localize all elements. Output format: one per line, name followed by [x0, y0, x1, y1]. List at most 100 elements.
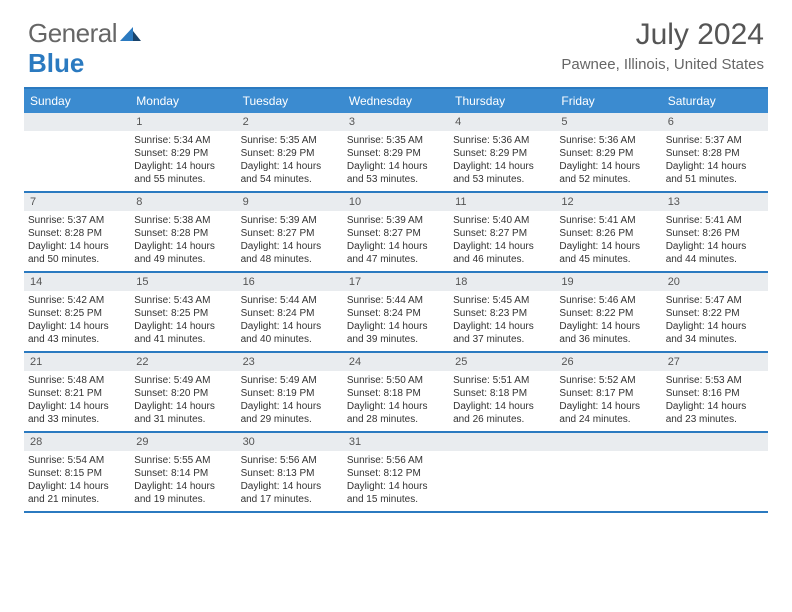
day-body: Sunrise: 5:37 AMSunset: 8:28 PMDaylight:…: [662, 131, 768, 190]
day-body: [449, 451, 555, 458]
day-info-line: Sunrise: 5:48 AM: [28, 374, 126, 387]
day-body: Sunrise: 5:52 AMSunset: 8:17 PMDaylight:…: [555, 371, 661, 430]
day-info-line: Sunrise: 5:47 AM: [666, 294, 764, 307]
day-cell: [662, 433, 768, 511]
day-number: 27: [662, 353, 768, 371]
day-number: 31: [343, 433, 449, 451]
day-info-line: Sunset: 8:26 PM: [666, 227, 764, 240]
day-number: 11: [449, 193, 555, 211]
header: General July 2024 Pawnee, Illinois, Unit…: [0, 0, 792, 79]
day-info-line: Sunrise: 5:42 AM: [28, 294, 126, 307]
day-info-line: Sunrise: 5:49 AM: [241, 374, 339, 387]
day-header-row: Sunday Monday Tuesday Wednesday Thursday…: [24, 89, 768, 113]
day-body: Sunrise: 5:42 AMSunset: 8:25 PMDaylight:…: [24, 291, 130, 350]
day-cell: 13Sunrise: 5:41 AMSunset: 8:26 PMDayligh…: [662, 193, 768, 271]
day-info-line: Daylight: 14 hours and 34 minutes.: [666, 320, 764, 346]
day-cell: 5Sunrise: 5:36 AMSunset: 8:29 PMDaylight…: [555, 113, 661, 191]
day-info-line: Sunrise: 5:44 AM: [241, 294, 339, 307]
week-row: 1Sunrise: 5:34 AMSunset: 8:29 PMDaylight…: [24, 113, 768, 193]
title-block: July 2024 Pawnee, Illinois, United State…: [561, 18, 764, 73]
day-body: Sunrise: 5:45 AMSunset: 8:23 PMDaylight:…: [449, 291, 555, 350]
day-body: Sunrise: 5:41 AMSunset: 8:26 PMDaylight:…: [555, 211, 661, 270]
day-info-line: Daylight: 14 hours and 43 minutes.: [28, 320, 126, 346]
day-info-line: Daylight: 14 hours and 29 minutes.: [241, 400, 339, 426]
day-number: [662, 433, 768, 451]
day-cell: 10Sunrise: 5:39 AMSunset: 8:27 PMDayligh…: [343, 193, 449, 271]
day-info-line: Sunrise: 5:45 AM: [453, 294, 551, 307]
day-cell: 8Sunrise: 5:38 AMSunset: 8:28 PMDaylight…: [130, 193, 236, 271]
day-info-line: Sunrise: 5:40 AM: [453, 214, 551, 227]
day-info-line: Sunset: 8:22 PM: [666, 307, 764, 320]
day-number: 17: [343, 273, 449, 291]
day-info-line: Sunrise: 5:41 AM: [666, 214, 764, 227]
day-cell: 18Sunrise: 5:45 AMSunset: 8:23 PMDayligh…: [449, 273, 555, 351]
day-cell: 9Sunrise: 5:39 AMSunset: 8:27 PMDaylight…: [237, 193, 343, 271]
day-header-mon: Monday: [130, 89, 236, 113]
day-number: 13: [662, 193, 768, 211]
day-body: Sunrise: 5:47 AMSunset: 8:22 PMDaylight:…: [662, 291, 768, 350]
day-info-line: Sunrise: 5:52 AM: [559, 374, 657, 387]
day-cell: 4Sunrise: 5:36 AMSunset: 8:29 PMDaylight…: [449, 113, 555, 191]
day-cell: 24Sunrise: 5:50 AMSunset: 8:18 PMDayligh…: [343, 353, 449, 431]
day-body: Sunrise: 5:39 AMSunset: 8:27 PMDaylight:…: [343, 211, 449, 270]
day-header-fri: Friday: [555, 89, 661, 113]
day-info-line: Sunset: 8:18 PM: [347, 387, 445, 400]
day-cell: [449, 433, 555, 511]
day-info-line: Sunrise: 5:56 AM: [241, 454, 339, 467]
day-info-line: Sunset: 8:22 PM: [559, 307, 657, 320]
day-body: Sunrise: 5:43 AMSunset: 8:25 PMDaylight:…: [130, 291, 236, 350]
day-number: 22: [130, 353, 236, 371]
day-body: Sunrise: 5:39 AMSunset: 8:27 PMDaylight:…: [237, 211, 343, 270]
day-info-line: Sunrise: 5:39 AM: [347, 214, 445, 227]
day-number: 12: [555, 193, 661, 211]
day-cell: 17Sunrise: 5:44 AMSunset: 8:24 PMDayligh…: [343, 273, 449, 351]
day-info-line: Sunset: 8:28 PM: [28, 227, 126, 240]
day-cell: 1Sunrise: 5:34 AMSunset: 8:29 PMDaylight…: [130, 113, 236, 191]
day-info-line: Sunset: 8:29 PM: [559, 147, 657, 160]
day-info-line: Sunset: 8:25 PM: [134, 307, 232, 320]
day-number: 5: [555, 113, 661, 131]
day-info-line: Sunrise: 5:35 AM: [241, 134, 339, 147]
day-cell: 29Sunrise: 5:55 AMSunset: 8:14 PMDayligh…: [130, 433, 236, 511]
day-cell: 14Sunrise: 5:42 AMSunset: 8:25 PMDayligh…: [24, 273, 130, 351]
day-header-sun: Sunday: [24, 89, 130, 113]
day-number: 23: [237, 353, 343, 371]
day-info-line: Sunset: 8:27 PM: [347, 227, 445, 240]
day-number: 20: [662, 273, 768, 291]
day-cell: [555, 433, 661, 511]
day-number: 8: [130, 193, 236, 211]
day-info-line: Daylight: 14 hours and 28 minutes.: [347, 400, 445, 426]
day-info-line: Daylight: 14 hours and 21 minutes.: [28, 480, 126, 506]
day-info-line: Sunset: 8:17 PM: [559, 387, 657, 400]
day-info-line: Sunset: 8:29 PM: [134, 147, 232, 160]
day-cell: 19Sunrise: 5:46 AMSunset: 8:22 PMDayligh…: [555, 273, 661, 351]
day-number: 29: [130, 433, 236, 451]
day-cell: 11Sunrise: 5:40 AMSunset: 8:27 PMDayligh…: [449, 193, 555, 271]
day-info-line: Daylight: 14 hours and 24 minutes.: [559, 400, 657, 426]
day-number: 28: [24, 433, 130, 451]
day-info-line: Sunrise: 5:56 AM: [347, 454, 445, 467]
day-info-line: Sunrise: 5:54 AM: [28, 454, 126, 467]
day-number: 7: [24, 193, 130, 211]
day-info-line: Daylight: 14 hours and 47 minutes.: [347, 240, 445, 266]
day-info-line: Sunrise: 5:50 AM: [347, 374, 445, 387]
day-info-line: Daylight: 14 hours and 50 minutes.: [28, 240, 126, 266]
day-info-line: Sunrise: 5:51 AM: [453, 374, 551, 387]
day-body: Sunrise: 5:37 AMSunset: 8:28 PMDaylight:…: [24, 211, 130, 270]
day-info-line: Sunrise: 5:46 AM: [559, 294, 657, 307]
day-body: Sunrise: 5:36 AMSunset: 8:29 PMDaylight:…: [449, 131, 555, 190]
day-info-line: Sunset: 8:21 PM: [28, 387, 126, 400]
day-body: Sunrise: 5:35 AMSunset: 8:29 PMDaylight:…: [343, 131, 449, 190]
day-body: Sunrise: 5:44 AMSunset: 8:24 PMDaylight:…: [343, 291, 449, 350]
day-body: Sunrise: 5:49 AMSunset: 8:19 PMDaylight:…: [237, 371, 343, 430]
day-number: [449, 433, 555, 451]
day-info-line: Sunset: 8:13 PM: [241, 467, 339, 480]
day-number: 14: [24, 273, 130, 291]
day-info-line: Daylight: 14 hours and 15 minutes.: [347, 480, 445, 506]
day-info-line: Daylight: 14 hours and 45 minutes.: [559, 240, 657, 266]
day-body: Sunrise: 5:44 AMSunset: 8:24 PMDaylight:…: [237, 291, 343, 350]
week-row: 21Sunrise: 5:48 AMSunset: 8:21 PMDayligh…: [24, 353, 768, 433]
logo: General: [28, 18, 143, 49]
day-body: Sunrise: 5:55 AMSunset: 8:14 PMDaylight:…: [130, 451, 236, 510]
day-cell: 27Sunrise: 5:53 AMSunset: 8:16 PMDayligh…: [662, 353, 768, 431]
